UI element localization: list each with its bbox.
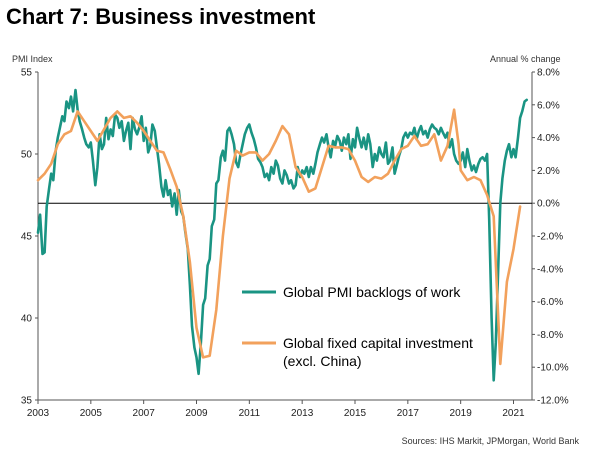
right-tick-label: 0.0% <box>537 199 560 210</box>
pmi-backlogs-line <box>36 88 528 382</box>
right-tick-label: -6.0% <box>537 297 563 308</box>
right-tick-label: -12.0% <box>537 396 569 407</box>
right-tick-label: 6.0% <box>537 100 560 111</box>
left-tick-label: 55 <box>21 68 33 79</box>
x-tick-label: 2009 <box>185 408 208 419</box>
fixed-capital-investment-line <box>36 108 522 366</box>
left-tick-label: 45 <box>21 232 33 243</box>
chart-title: Chart 7: Business investment <box>6 4 316 29</box>
right-tick-label: -10.0% <box>537 363 569 374</box>
legend-label-pmi: Global PMI backlogs of work <box>283 284 461 300</box>
legend-label-capex-sub: (excl. China) <box>283 353 362 369</box>
x-tick-label: 2019 <box>450 408 473 419</box>
right-tick-label: 2.0% <box>537 166 560 177</box>
right-tick-label: -2.0% <box>537 232 563 243</box>
x-tick-label: 2013 <box>291 408 314 419</box>
x-tick-label: 2011 <box>239 408 261 419</box>
x-tick-label: 2003 <box>27 408 50 419</box>
left-tick-label: 50 <box>21 150 33 161</box>
x-tick-label: 2021 <box>502 408 525 419</box>
left-axis-label: PMI Index <box>12 54 53 64</box>
left-tick-label: 35 <box>21 396 33 407</box>
left-tick-label: 40 <box>21 314 33 325</box>
x-tick-label: 2007 <box>133 408 156 419</box>
legend-label-capex: Global fixed capital investment <box>283 335 473 351</box>
x-tick-label: 2015 <box>344 408 367 419</box>
right-tick-label: 8.0% <box>537 68 560 79</box>
right-tick-label: -8.0% <box>537 330 563 341</box>
right-axis-label: Annual % change <box>490 54 561 64</box>
right-tick-label: 4.0% <box>537 133 560 144</box>
x-tick-label: 2005 <box>80 408 103 419</box>
source-note: Sources: IHS Markit, JPMorgan, World Ban… <box>401 436 579 446</box>
right-tick-label: -4.0% <box>537 264 563 275</box>
x-tick-label: 2017 <box>397 408 420 419</box>
